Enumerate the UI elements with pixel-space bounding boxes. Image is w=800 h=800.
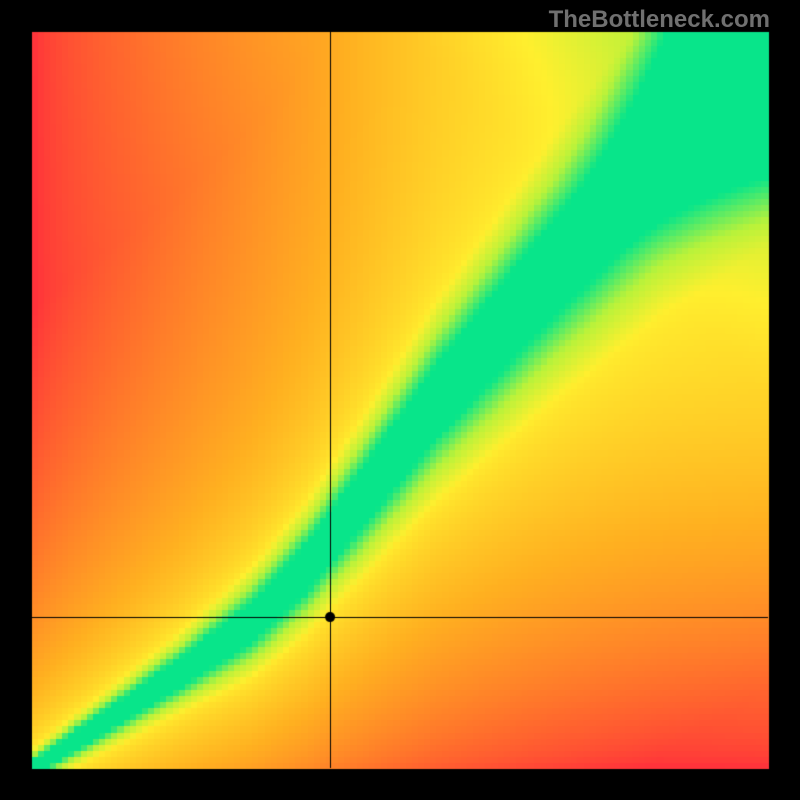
bottleneck-heatmap xyxy=(0,0,800,800)
watermark-label: TheBottleneck.com xyxy=(549,6,770,34)
